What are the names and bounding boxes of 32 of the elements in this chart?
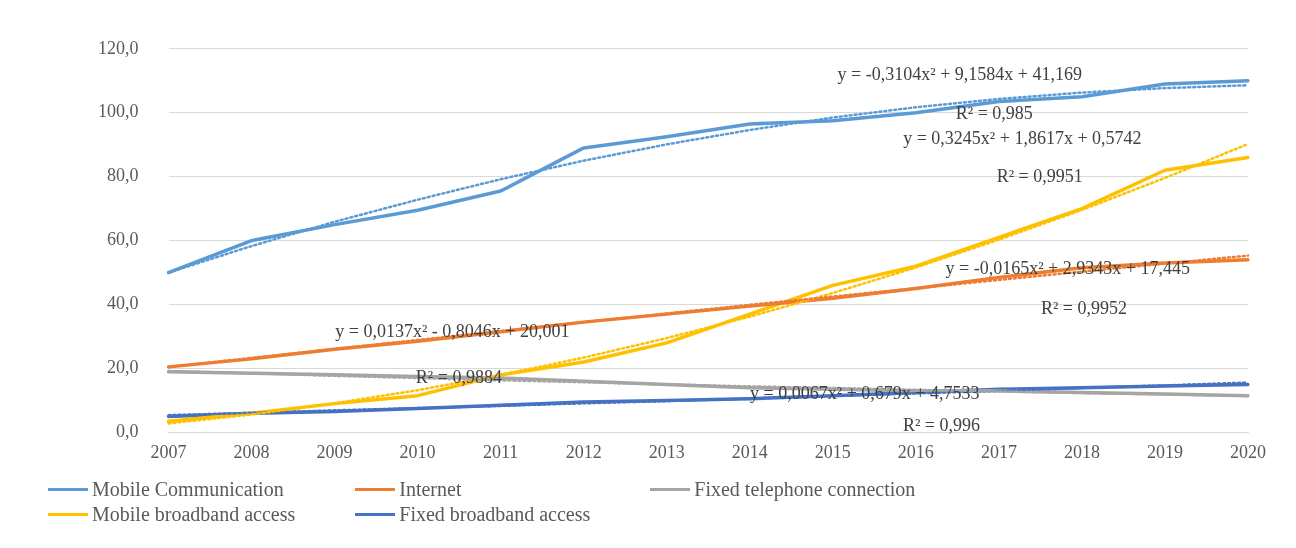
annotation: y = -0,3104x² + 9,1584x + 41,169 (837, 64, 1082, 85)
x-tick-label: 2018 (1063, 441, 1100, 462)
legend-label: Mobile Communication (92, 478, 284, 501)
annotation: R² = 0,9952 (1040, 298, 1127, 319)
y-tick-label: 100,0 (98, 101, 139, 122)
x-tick-label: 2008 (233, 441, 270, 462)
x-tick-label: 2020 (1230, 441, 1266, 462)
x-tick-label: 2017 (980, 441, 1017, 462)
legend-label: Internet (399, 478, 462, 501)
x-tick-label: 2014 (731, 441, 768, 462)
annotation: R² = 0,985 (955, 102, 1033, 123)
legend-label: Fixed telephone connection (694, 478, 916, 501)
y-tick-label: 60,0 (107, 229, 139, 250)
x-tick-label: 2012 (565, 441, 602, 462)
x-tick-label: 2010 (399, 441, 436, 462)
x-tick-label: 2015 (814, 441, 851, 462)
annotation: R² = 0,9951 (996, 166, 1083, 187)
y-tick-label: 80,0 (107, 165, 139, 186)
x-tick-label: 2007 (150, 441, 187, 462)
y-tick-label: 0,0 (116, 421, 139, 442)
legend-label: Fixed broadband access (399, 503, 591, 526)
x-tick-label: 2019 (1146, 441, 1183, 462)
y-tick-label: 40,0 (107, 293, 139, 314)
annotation: R² = 0,996 (902, 415, 980, 436)
y-tick-label: 20,0 (107, 357, 139, 378)
x-tick-label: 2013 (648, 441, 685, 462)
y-tick-label: 120,0 (98, 37, 139, 58)
x-tick-label: 2016 (897, 441, 934, 462)
annotation: y = 0,3245x² + 1,8617x + 0,5742 (903, 127, 1142, 148)
legend-label: Mobile broadband access (92, 503, 296, 526)
x-tick-label: 2009 (316, 441, 353, 462)
x-tick-label: 2011 (482, 441, 519, 462)
